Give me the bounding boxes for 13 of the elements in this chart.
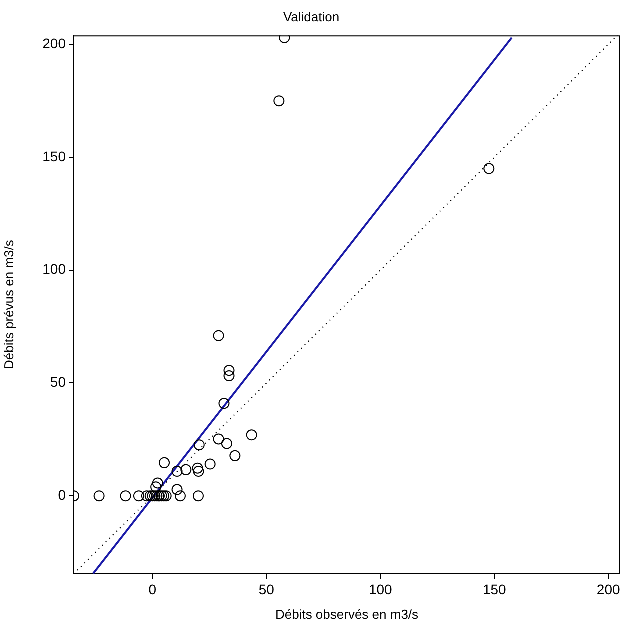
y-tick-label: 200 bbox=[42, 35, 66, 52]
x-tick-label: 200 bbox=[596, 581, 620, 598]
x-tick-label: 0 bbox=[148, 581, 157, 598]
y-tick-label: 50 bbox=[50, 374, 66, 390]
chart-title: Validation bbox=[283, 9, 340, 24]
y-tick-label: 0 bbox=[58, 486, 66, 503]
y-tick-label: 150 bbox=[42, 148, 66, 164]
x-axis-title: Débits observés en m3/s bbox=[275, 606, 420, 622]
x-tick-label: 50 bbox=[258, 581, 275, 598]
y-axis-title: Débits prévus en m3/s bbox=[1, 240, 16, 370]
y-tick-label: 100 bbox=[42, 261, 66, 278]
x-tick-label: 150 bbox=[482, 581, 507, 598]
x-tick-label: 100 bbox=[368, 581, 393, 598]
